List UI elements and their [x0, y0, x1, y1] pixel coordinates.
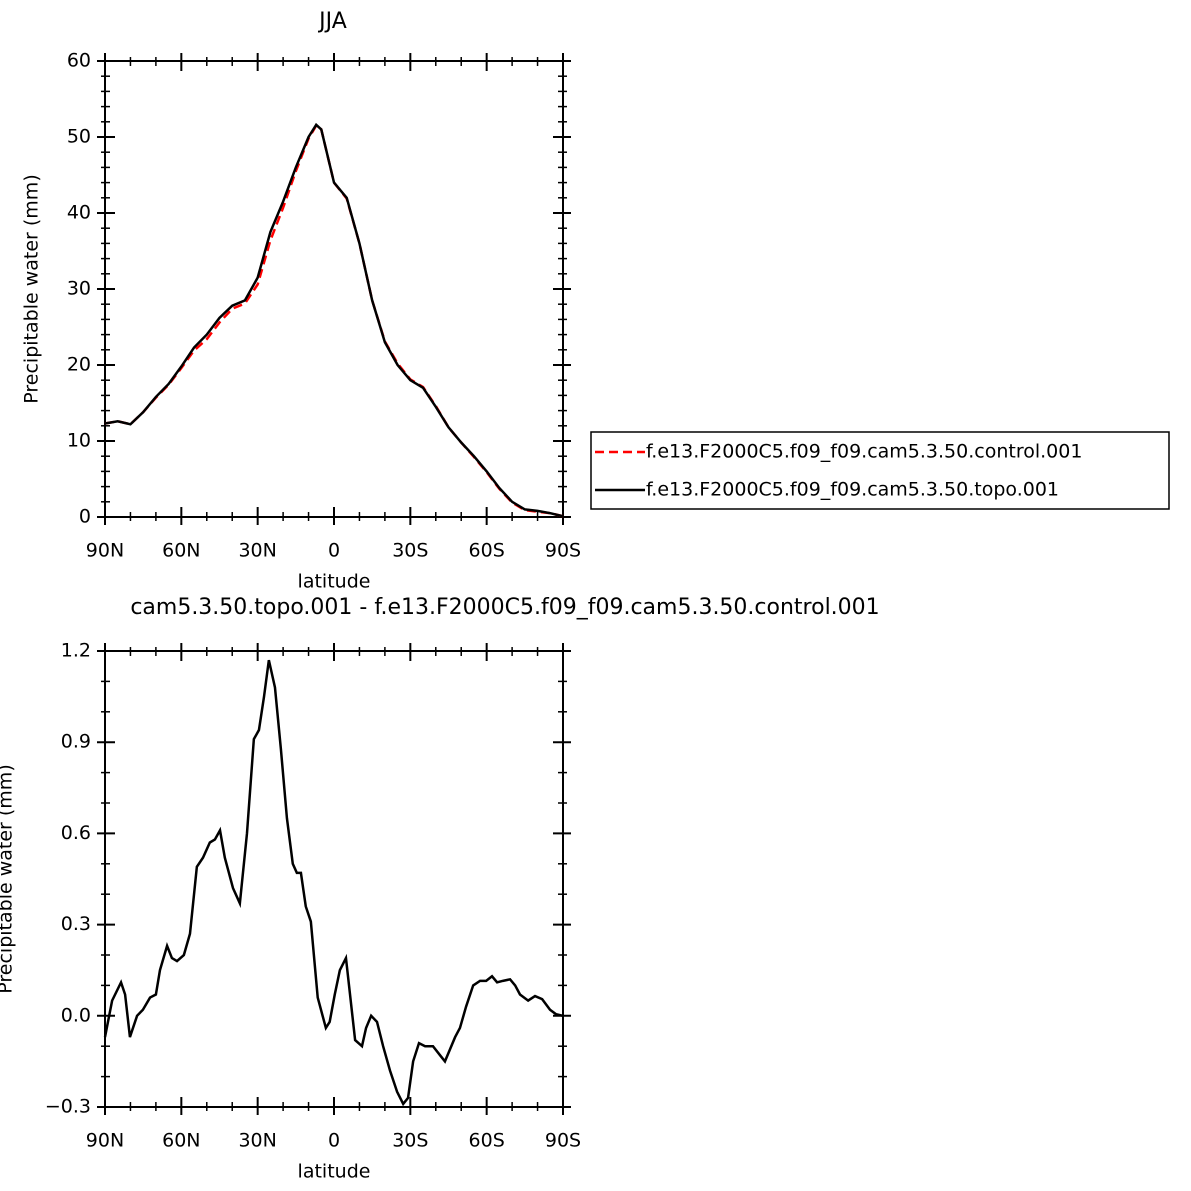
y-axis-label: Precipitable water (mm) — [21, 174, 43, 403]
x-axis-label: latitude — [298, 1161, 371, 1183]
x-tick-label: 60S — [469, 1130, 505, 1152]
x-tick-label: 60S — [469, 540, 505, 562]
x-tick-label: 30N — [238, 1130, 276, 1152]
y-tick-label: 0.9 — [61, 731, 91, 753]
x-tick-label: 60N — [162, 1130, 200, 1152]
y-tick-label: 60 — [67, 50, 91, 72]
y-tick-label: 40 — [67, 202, 91, 224]
y-tick-label: 0.6 — [61, 822, 91, 844]
x-tick-label: 30N — [238, 540, 276, 562]
x-tick-label: 90S — [545, 1130, 581, 1152]
x-tick-label: 30S — [392, 540, 428, 562]
plot-frame — [104, 60, 564, 518]
y-tick-label: 50 — [67, 126, 91, 148]
chart-title: cam5.3.50.topo.001 - f.e13.F2000C5.f09_f… — [130, 595, 879, 620]
y-tick-label: 0.3 — [61, 913, 91, 935]
chart-title: JJA — [317, 9, 347, 34]
y-tick-label: 0 — [79, 506, 91, 528]
y-tick-label: 0.0 — [61, 1004, 91, 1026]
x-tick-label: 90N — [86, 1130, 124, 1152]
y-tick-label: −0.3 — [45, 1096, 91, 1118]
legend-box — [590, 431, 1170, 510]
y-tick-label: 30 — [67, 278, 91, 300]
y-tick-label: 1.2 — [61, 640, 91, 662]
x-tick-label: 90S — [545, 540, 581, 562]
y-tick-label: 10 — [67, 430, 91, 452]
legend-label: f.e13.F2000C5.f09_f09.cam5.3.50.control.… — [646, 441, 1082, 463]
x-tick-label: 60N — [162, 540, 200, 562]
x-tick-label: 30S — [392, 1130, 428, 1152]
x-axis-label: latitude — [298, 571, 371, 593]
x-tick-label: 0 — [328, 540, 340, 562]
data-line — [103, 659, 564, 1107]
x-tick-label: 0 — [328, 1130, 340, 1152]
data-line — [104, 122, 564, 518]
y-axis-label: Precipitable water (mm) — [0, 764, 17, 993]
plot-frame — [104, 650, 564, 1108]
x-tick-label: 90N — [86, 540, 124, 562]
y-tick-label: 20 — [67, 354, 91, 376]
legend-label: f.e13.F2000C5.f09_f09.cam5.3.50.topo.001 — [646, 479, 1059, 501]
